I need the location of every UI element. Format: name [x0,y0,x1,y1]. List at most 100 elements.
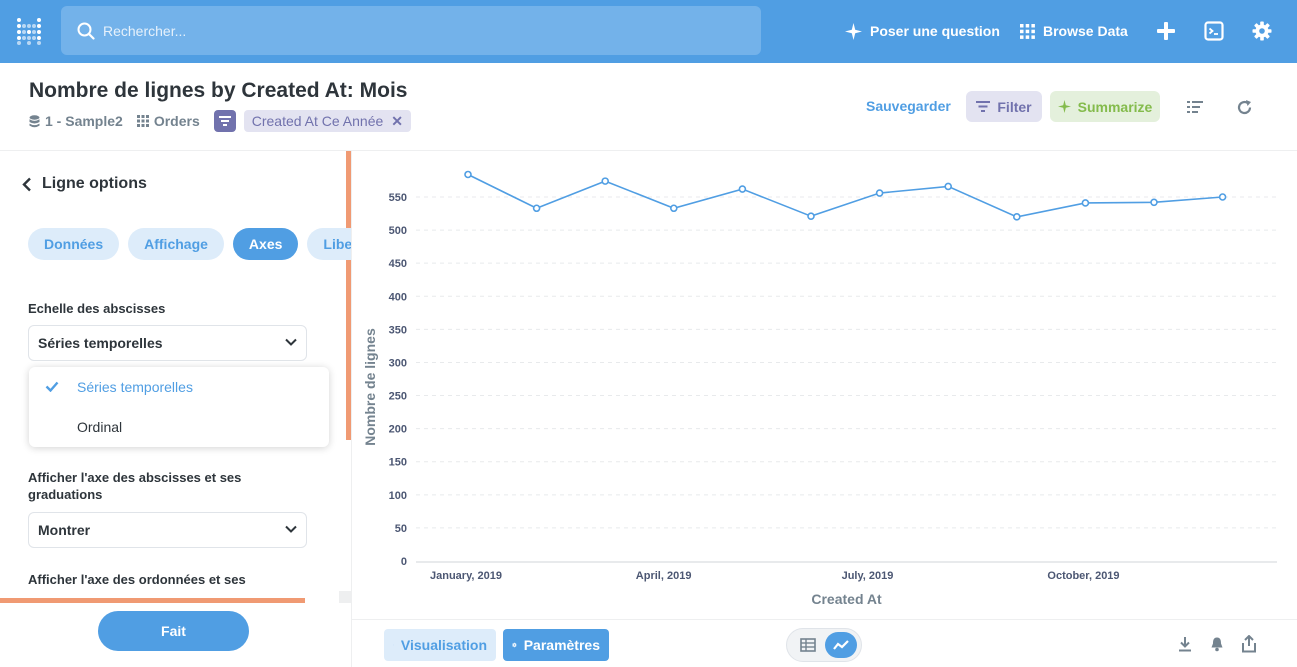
tab-axes[interactable]: Axes [232,228,299,260]
bell-icon[interactable] [1208,635,1226,653]
x-axis-label: Afficher l'axe des abscisses et ses grad… [28,470,242,502]
filter-pill-label: Created At Ce Année [251,113,384,129]
tab-libelles[interactable]: Libell [307,228,351,260]
x-scale-value: Séries temporelles [38,335,163,351]
chevron-down-icon [285,338,297,346]
line-chart-icon [393,644,394,646]
y-tick-label: 500 [389,225,407,237]
settings-label: Paramètres [523,637,600,653]
chevron-left-icon [22,177,31,191]
database-crumb[interactable]: 1 - Sample2 [29,113,123,129]
view-toggle [786,628,862,662]
tab-donnees[interactable]: Données [28,228,120,260]
search-input[interactable]: Rechercher... [103,22,187,39]
top-navigation-bar: Rechercher... Poser une question Browse … [0,0,1297,63]
database-name: 1 - Sample2 [45,113,123,129]
plus-icon[interactable] [1155,20,1177,42]
data-point [464,170,472,179]
ask-question-label: Poser une question [870,23,1000,39]
close-icon[interactable]: ✕ [391,112,404,129]
data-point [875,189,884,197]
chart-area: 0 50 100 150 200 250 300 350 400 450 500 550 January… [352,151,1297,619]
gear-icon[interactable] [1251,20,1273,42]
page-title: Nombre de lignes by Created At: Mois [29,79,408,102]
filter-button[interactable]: Filter [966,91,1042,122]
y-tick-label: 350 [389,324,407,336]
data-point [1081,199,1090,207]
download-icon[interactable] [1176,635,1194,653]
x-scale-select[interactable]: Séries temporelles [28,325,307,361]
breadcrumb: 1 - Sample2 Orders Created At Ce Année ✕ [29,110,412,132]
filter-icon [976,101,991,112]
data-point [1218,193,1227,201]
table-view-icon[interactable] [795,633,821,657]
x-tick-label: April, 2019 [636,570,692,582]
browse-data-button[interactable]: Browse Data [1020,20,1128,42]
summarize-button-label: Summarize [1077,98,1153,115]
y-tick-label: 250 [389,391,407,403]
sparkle-icon [845,22,862,40]
done-button[interactable]: Fait [98,611,249,651]
question-header: Nombre de lignes by Created At: Mois 1 -… [0,63,1297,151]
database-icon [29,114,40,127]
filter-pill[interactable]: Created At Ce Année ✕ [243,110,412,132]
y-tick-label: 300 [389,357,407,369]
y-axis-title: Nombre de lignes [362,328,378,446]
x-axis-select[interactable]: Montrer [28,512,307,548]
x-tick-label: July, 2019 [842,570,894,582]
y-tick-label: 550 [389,192,407,204]
option-ordinal[interactable]: Ordinal [77,419,123,435]
back-button[interactable]: Ligne options [22,175,147,193]
list-icon[interactable] [1186,98,1204,116]
y-tick-label: 200 [389,424,407,436]
check-icon [45,381,59,392]
browse-data-label: Browse Data [1043,23,1128,39]
search-icon [77,22,95,40]
resize-accent [346,151,351,440]
gear-icon [512,642,517,648]
save-button[interactable]: Sauvegarder [866,98,951,114]
scrollbar-corner [339,591,351,603]
table-name: Orders [153,113,200,129]
data-point [1150,198,1158,207]
metabase-logo-icon[interactable] [16,17,42,45]
y-tick-label: 50 [395,523,407,535]
x-tick-label: October, 2019 [1047,570,1119,582]
data-point [532,204,541,213]
settings-tabs: Données Affichage Axes Libell [28,228,351,260]
filter-toggle-icon[interactable] [213,110,236,132]
sql-editor-icon[interactable] [1203,20,1225,42]
filter-button-label: Filter [997,98,1032,115]
visualization-label: Visualisation [400,637,487,653]
x-scale-label: Echelle des abscisses [28,301,166,316]
data-point [1012,213,1021,221]
chart-view-icon[interactable] [825,632,857,658]
y-tick-label: 0 [401,556,407,568]
search-bar[interactable]: Rechercher... [61,6,761,55]
summarize-button[interactable]: Summarize [1050,91,1160,122]
ask-question-button[interactable]: Poser une question [845,20,1000,42]
drag-accent [0,598,305,603]
tab-affichage[interactable]: Affichage [128,228,224,260]
x-axis-title: Created At [811,591,882,607]
y-tick-label: 400 [389,291,407,303]
y-tick-label: 450 [389,258,407,270]
settings-button[interactable]: Paramètres [503,629,609,661]
data-point [601,177,609,185]
y-axis-label: Afficher l'axe des ordonnées et ses [28,572,246,587]
sparkle-icon [1057,100,1071,113]
y-tick-label: 100 [389,490,407,502]
x-scale-dropdown: Séries temporelles Ordinal [29,367,329,447]
visualization-button[interactable]: Visualisation [384,629,496,661]
table-crumb[interactable]: Orders [136,113,200,129]
line-chart[interactable]: 0 50 100 150 200 250 300 350 400 450 500 550 January… [352,151,1297,619]
refresh-icon[interactable] [1235,98,1253,116]
y-tick-label: 150 [389,457,407,469]
option-series-temporelles[interactable]: Séries temporelles [77,379,193,395]
data-point [944,182,953,191]
visualization-settings-sidebar: Ligne options Données Affichage Axes Lib… [0,151,352,667]
data-point [807,212,815,220]
share-icon[interactable] [1240,635,1258,653]
chevron-down-icon [285,525,297,533]
data-point [669,204,678,213]
